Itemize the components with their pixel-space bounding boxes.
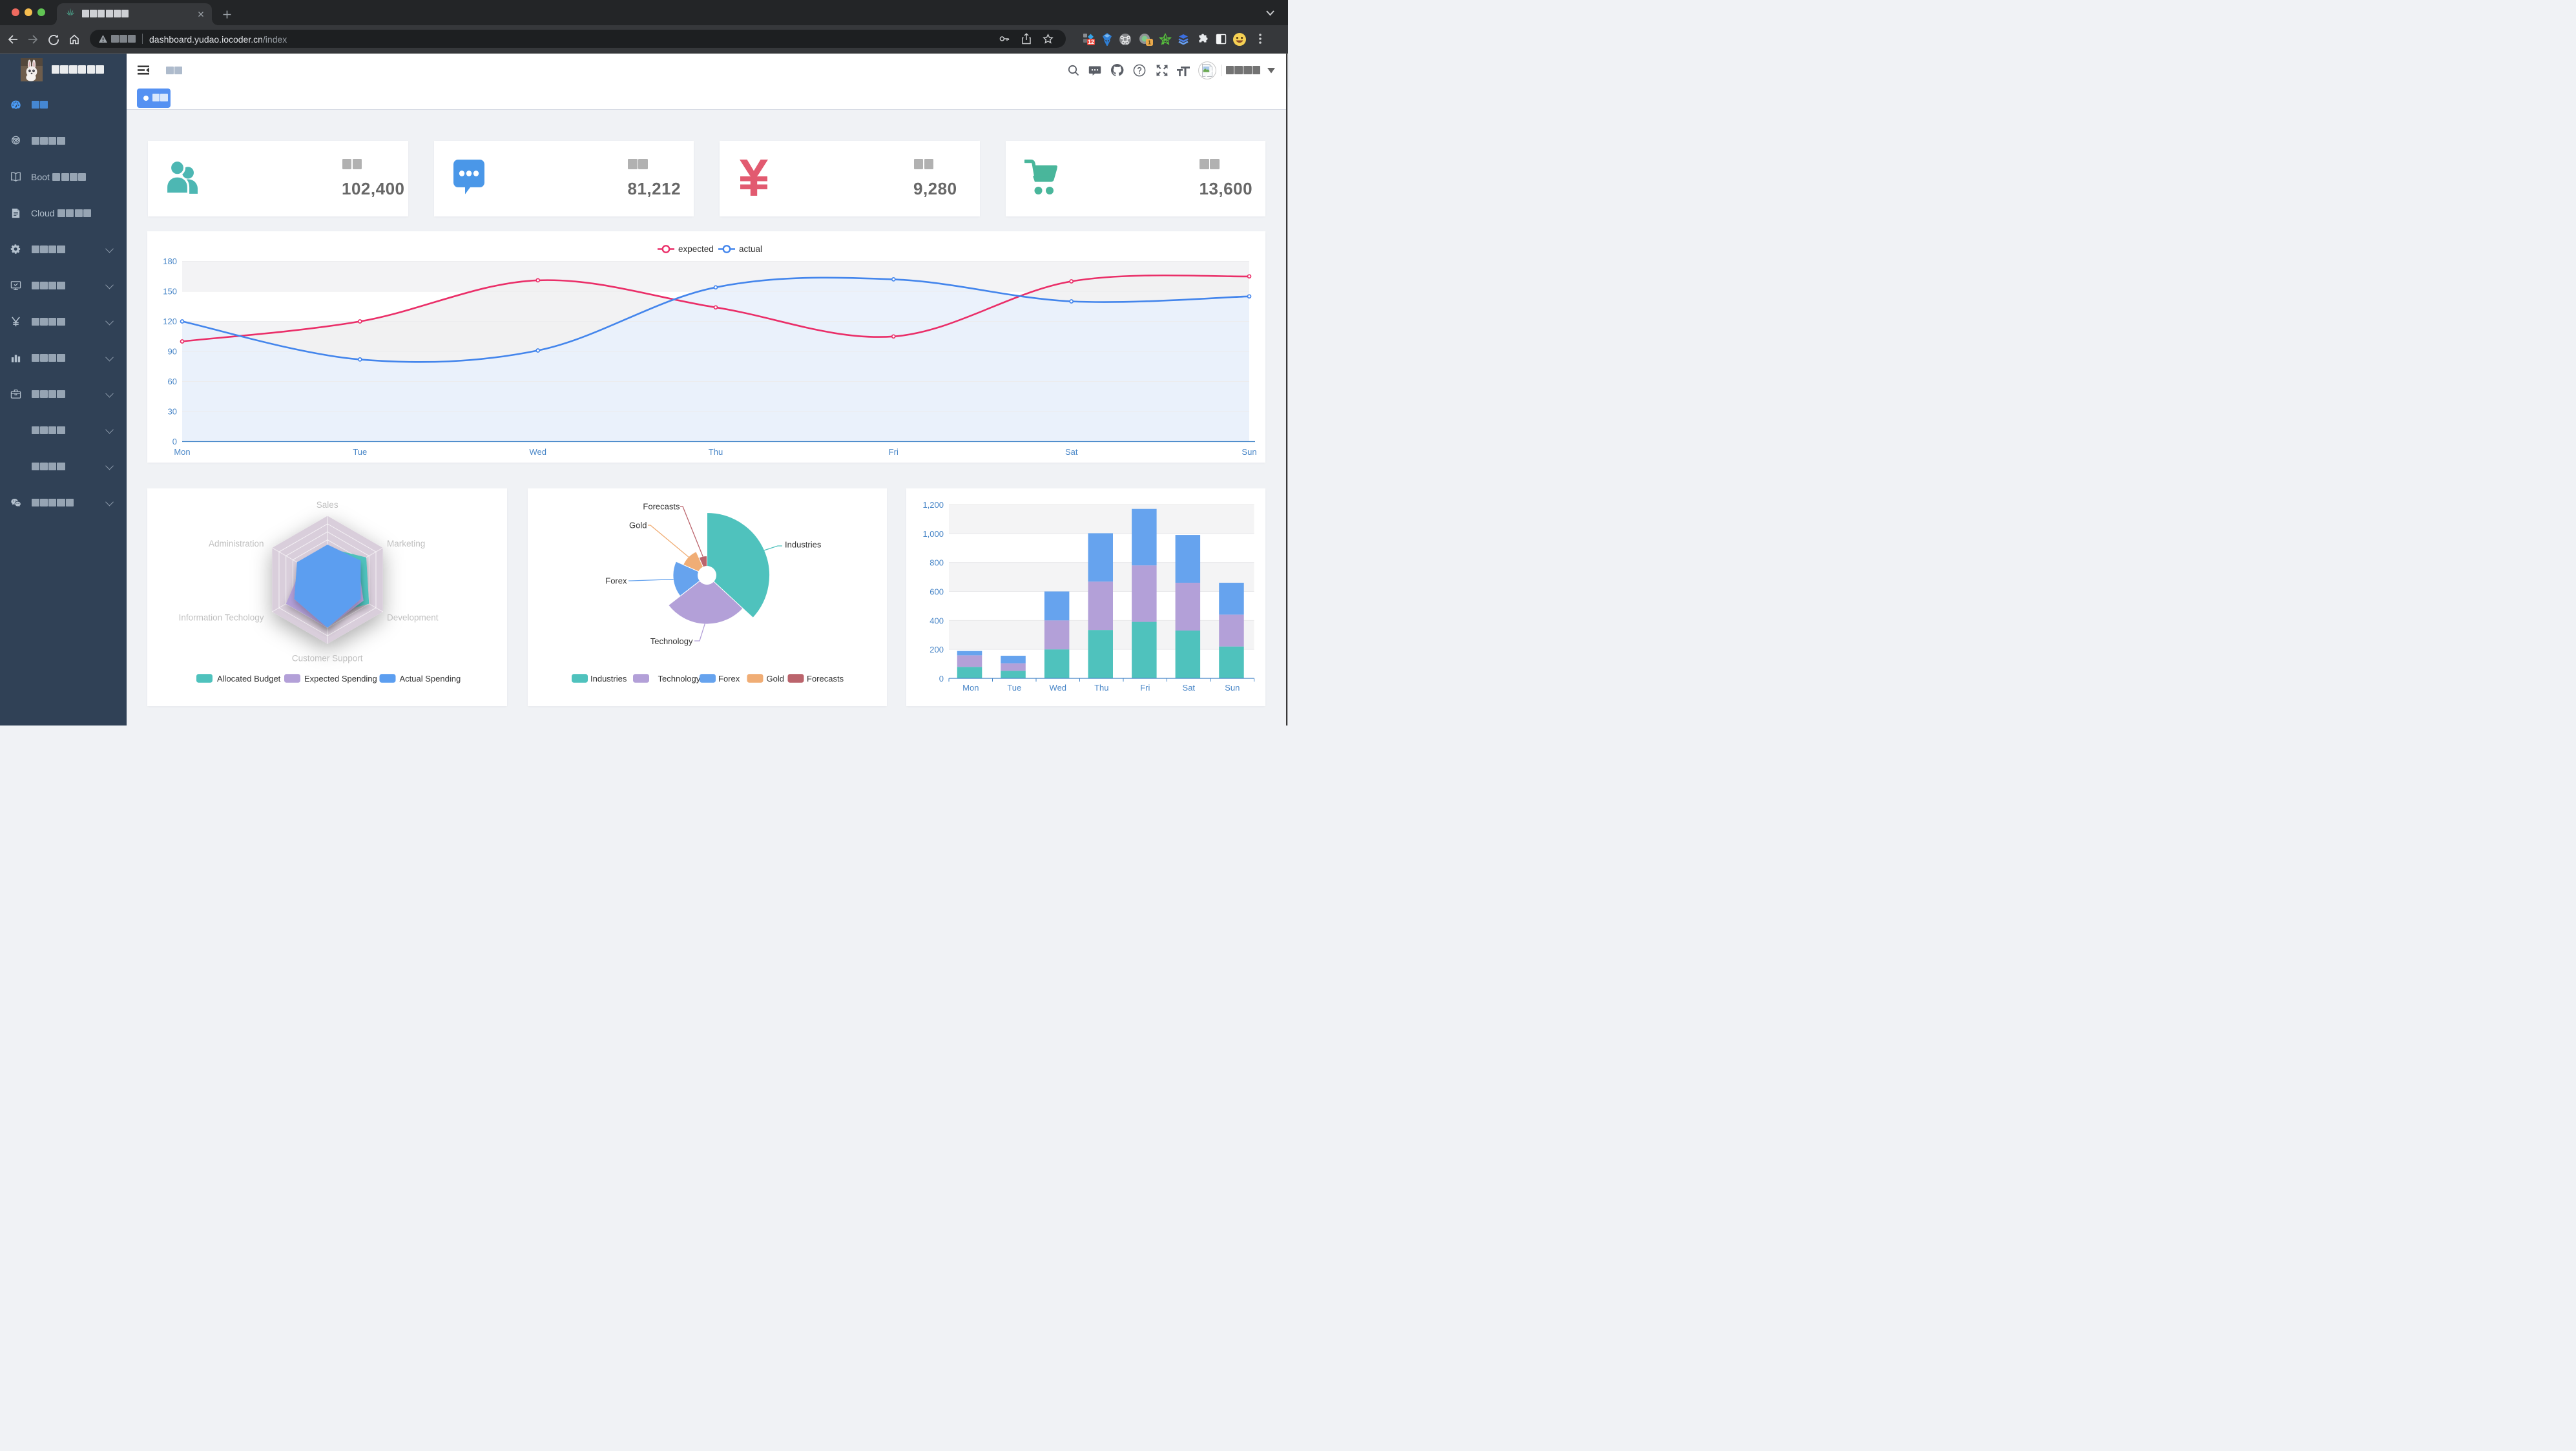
svg-text:Wed: Wed — [529, 447, 546, 457]
svg-text:0: 0 — [939, 674, 943, 684]
svg-text:60: 60 — [168, 377, 177, 386]
svg-text:actual: actual — [739, 244, 762, 254]
svg-text:1,000: 1,000 — [922, 529, 944, 539]
svg-text:Sat: Sat — [1182, 683, 1195, 693]
svg-text:Forecasts: Forecasts — [643, 502, 680, 512]
svg-text:1: 1 — [1148, 39, 1151, 46]
svg-text:Technology: Technology — [650, 636, 692, 646]
svg-text:30: 30 — [168, 407, 177, 417]
svg-text:Mon: Mon — [962, 683, 979, 693]
svg-text:Information Techology: Information Techology — [179, 613, 264, 623]
svg-text:Forex: Forex — [718, 674, 740, 684]
svg-text:Development: Development — [387, 613, 439, 623]
svg-text:400: 400 — [930, 616, 944, 625]
svg-text:Allocated Budget: Allocated Budget — [217, 674, 281, 684]
svg-text:1,200: 1,200 — [922, 500, 944, 510]
svg-text:120: 120 — [163, 317, 177, 326]
svg-text:Sat: Sat — [1065, 447, 1078, 457]
svg-text:Gold: Gold — [629, 521, 647, 530]
svg-text:Fri: Fri — [889, 447, 898, 457]
svg-text:Technology: Technology — [658, 674, 700, 684]
svg-text:150: 150 — [163, 287, 177, 297]
svg-text:Forex: Forex — [605, 576, 627, 586]
svg-text:Administration: Administration — [209, 539, 264, 548]
svg-text:800: 800 — [930, 558, 944, 568]
svg-text:Wed: Wed — [1049, 683, 1066, 693]
svg-text:0: 0 — [172, 437, 177, 446]
svg-text:Tue: Tue — [1007, 683, 1021, 693]
svg-text:Mon: Mon — [174, 447, 190, 457]
svg-text:Fri: Fri — [1140, 683, 1150, 693]
svg-text:90: 90 — [168, 347, 177, 357]
svg-text:Thu: Thu — [709, 447, 723, 457]
svg-text:12: 12 — [1088, 39, 1094, 45]
svg-text:600: 600 — [930, 587, 944, 597]
svg-text:Thu: Thu — [1094, 683, 1108, 693]
svg-text:Sun: Sun — [1225, 683, 1240, 693]
svg-text:Marketing: Marketing — [387, 539, 425, 548]
svg-text:Tue: Tue — [353, 447, 367, 457]
svg-text:Forecasts: Forecasts — [807, 674, 844, 684]
svg-text:Sun: Sun — [1241, 447, 1256, 457]
svg-text:Gold: Gold — [766, 674, 784, 684]
svg-text:expected: expected — [678, 244, 714, 254]
svg-text:Expected Spending: Expected Spending — [304, 674, 377, 684]
svg-text:Sales: Sales — [317, 500, 338, 510]
svg-text:Industries: Industries — [785, 540, 822, 550]
svg-text:200: 200 — [930, 645, 944, 654]
svg-text:180: 180 — [163, 256, 177, 266]
svg-text:Industries: Industries — [590, 674, 627, 684]
svg-text:Customer Support: Customer Support — [292, 654, 363, 663]
svg-text:Actual Spending: Actual Spending — [400, 674, 461, 684]
